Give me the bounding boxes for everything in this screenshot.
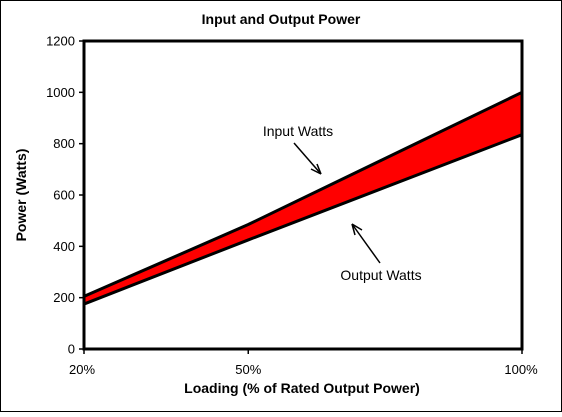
series-line-input-watts — [83, 90, 523, 298]
annotation-input-arrow-shaft — [293, 142, 322, 175]
annotation-input-watts: Input Watts — [263, 123, 333, 175]
y-tick-label: 1200 — [46, 34, 75, 49]
y-tick-label: 200 — [53, 290, 75, 305]
chart-title: Input and Output Power — [202, 11, 361, 27]
annotation-output-watts: Output Watts — [340, 223, 422, 283]
x-axis-title: Loading (% of Rated Output Power) — [184, 380, 420, 396]
y-tick-label: 600 — [53, 188, 75, 203]
y-tick-label: 400 — [53, 239, 75, 254]
series-line-output-watts — [83, 133, 523, 306]
plot-area: 0 200 400 600 800 1000 1200 20% 50% 100% — [46, 34, 538, 378]
y-tick-label: 0 — [68, 342, 75, 357]
annotation-output-arrow-head — [351, 223, 363, 236]
x-tick-label: 50% — [235, 362, 261, 377]
y-axis-title: Power (Watts) — [13, 149, 29, 242]
x-tick-label: 20% — [69, 362, 95, 377]
annotation-output-arrow-shaft — [351, 223, 381, 264]
y-tick-label: 800 — [53, 136, 75, 151]
annotation-input-label: Input Watts — [263, 123, 333, 139]
x-tick-label: 100% — [504, 362, 538, 377]
annotation-output-label: Output Watts — [340, 267, 421, 283]
y-tick-label: 1000 — [46, 85, 75, 100]
annotation-input-arrow-head — [310, 163, 322, 175]
